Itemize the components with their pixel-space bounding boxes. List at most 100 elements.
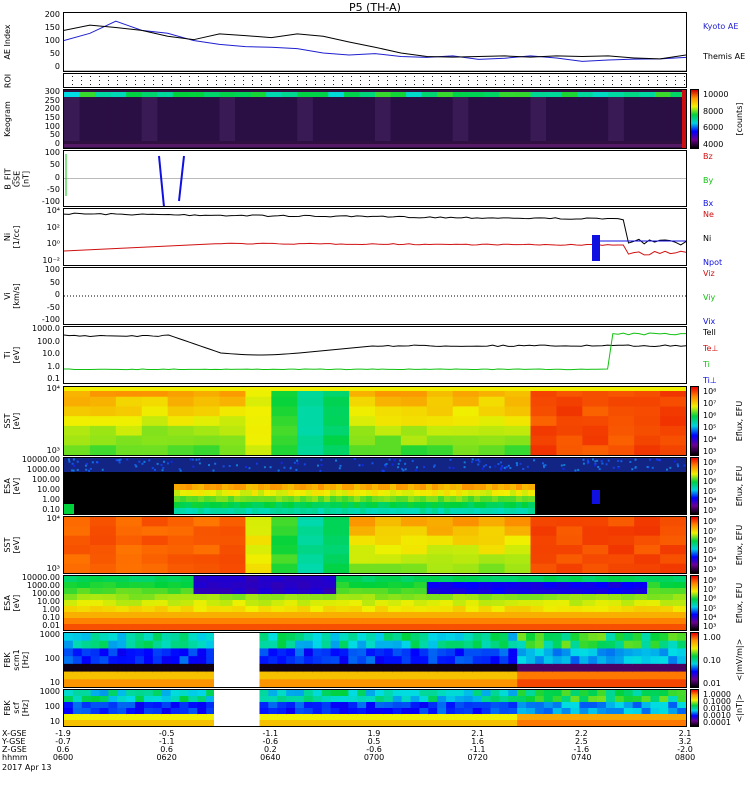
roi-dot (459, 76, 460, 77)
fbk2-cell (614, 702, 625, 709)
esa2-cell (297, 594, 312, 601)
sst2-cell (219, 526, 247, 537)
ytick-fbk2-2: 10 (49, 717, 60, 726)
keogram-cell (281, 92, 299, 97)
fbk2-cell (392, 720, 403, 726)
sst1-cell (245, 416, 273, 427)
ytick-vi-4: -100 (41, 315, 60, 324)
esa2-cell (400, 582, 415, 589)
esa2-cell (543, 600, 558, 607)
esa2-cell (595, 588, 610, 595)
esa1-cell (528, 508, 535, 514)
esa2-cell (64, 612, 78, 619)
xtick-y_gse-0: -0.7 (55, 737, 71, 746)
esa2-cell (582, 612, 597, 619)
esa1-cell (282, 484, 289, 490)
esa2-cell (180, 582, 195, 589)
fbk2-cell (268, 702, 279, 709)
sst2-cell (167, 554, 195, 565)
esa1-cell (198, 496, 205, 502)
esa1-cell (360, 502, 367, 508)
esa1-cell (486, 490, 493, 496)
fbk2-cell (117, 702, 128, 709)
sst1-cell (193, 387, 221, 398)
sst1-cell (608, 387, 636, 398)
esa1-cell (462, 490, 469, 496)
fbk2-cell (419, 720, 430, 726)
esa2-cell (284, 576, 299, 583)
esa2-cell (439, 582, 454, 589)
ytick-sst2-1: 10³ (46, 564, 60, 573)
fbk2-cell (454, 696, 465, 703)
sst1-cell (245, 396, 273, 408)
fbk2-cell (117, 714, 128, 721)
fbk2-cell (206, 690, 217, 697)
keogram-cell (359, 97, 376, 141)
roi-dot (351, 84, 352, 85)
esa2-cell (621, 618, 636, 625)
roi-dot (144, 80, 145, 81)
ytick-esa2-0: 10000.00 (21, 573, 60, 582)
esa2-cell (362, 594, 376, 601)
fbk1-cell (277, 671, 288, 681)
sst2-cell (64, 545, 91, 556)
fbk1-cell (517, 656, 528, 665)
fbk2-cell (126, 690, 137, 697)
esa1-cell (510, 490, 517, 496)
esa1-cell (300, 508, 307, 514)
sst2-cell (426, 563, 454, 573)
esa2-cell (413, 618, 428, 625)
fbk2-cell (357, 690, 368, 697)
esa1-cell (450, 496, 457, 502)
fbk2-cell (543, 720, 554, 726)
sst1-cell (219, 435, 247, 447)
esa1-cell (288, 502, 295, 508)
fbk1-cell (597, 648, 608, 658)
roi-dot (558, 76, 559, 77)
fbk2-cell (135, 702, 145, 709)
roi-dot (576, 76, 577, 77)
sst1-cell (660, 445, 686, 455)
esa1-cell (240, 508, 247, 514)
fbk2-cell (534, 702, 545, 709)
fbk1-cell (321, 679, 332, 687)
fbk1-cell (126, 671, 137, 681)
esa2-cell (284, 582, 299, 589)
fbk2-cell (437, 714, 448, 721)
esa1-cell (390, 484, 397, 490)
esa1-cell (348, 502, 355, 508)
fbk1-cell (383, 671, 394, 681)
esa2-cell (115, 588, 130, 595)
esa2-cell (400, 618, 415, 625)
keogram-cell (126, 97, 143, 141)
fbk1-cell (277, 656, 288, 665)
keogram-cell (126, 92, 143, 97)
sst2-cell (556, 535, 584, 546)
fbk1-cell (321, 671, 332, 681)
fbk1-cell (508, 633, 519, 642)
fbk2-cell (206, 696, 217, 703)
esa2-cell (517, 576, 532, 583)
roi-dot (576, 80, 577, 81)
roi-dot (378, 80, 379, 81)
fbk1-cell (286, 633, 297, 642)
sst2-cell (323, 526, 351, 537)
esa2-cell (387, 594, 402, 601)
fbk1-cell (375, 640, 385, 650)
roi-dot (504, 84, 505, 85)
fbk1-cell (392, 648, 403, 658)
roi-dot (360, 84, 361, 85)
esa1-cell (276, 496, 283, 502)
ytick-keogram-6: 0 (54, 139, 60, 148)
fbk2-cell (392, 696, 403, 703)
ytick-vi-2: 0 (54, 290, 60, 299)
fbk2-cell (286, 708, 297, 715)
esa1-cell (306, 502, 313, 508)
fbk2-cell (99, 702, 110, 709)
sst2-cell (400, 535, 428, 546)
esa1-cell (462, 484, 469, 490)
roi-dot (621, 80, 622, 81)
sst1-cell (245, 445, 273, 455)
esa2-cell (206, 612, 221, 619)
sst1-cell (115, 445, 143, 455)
